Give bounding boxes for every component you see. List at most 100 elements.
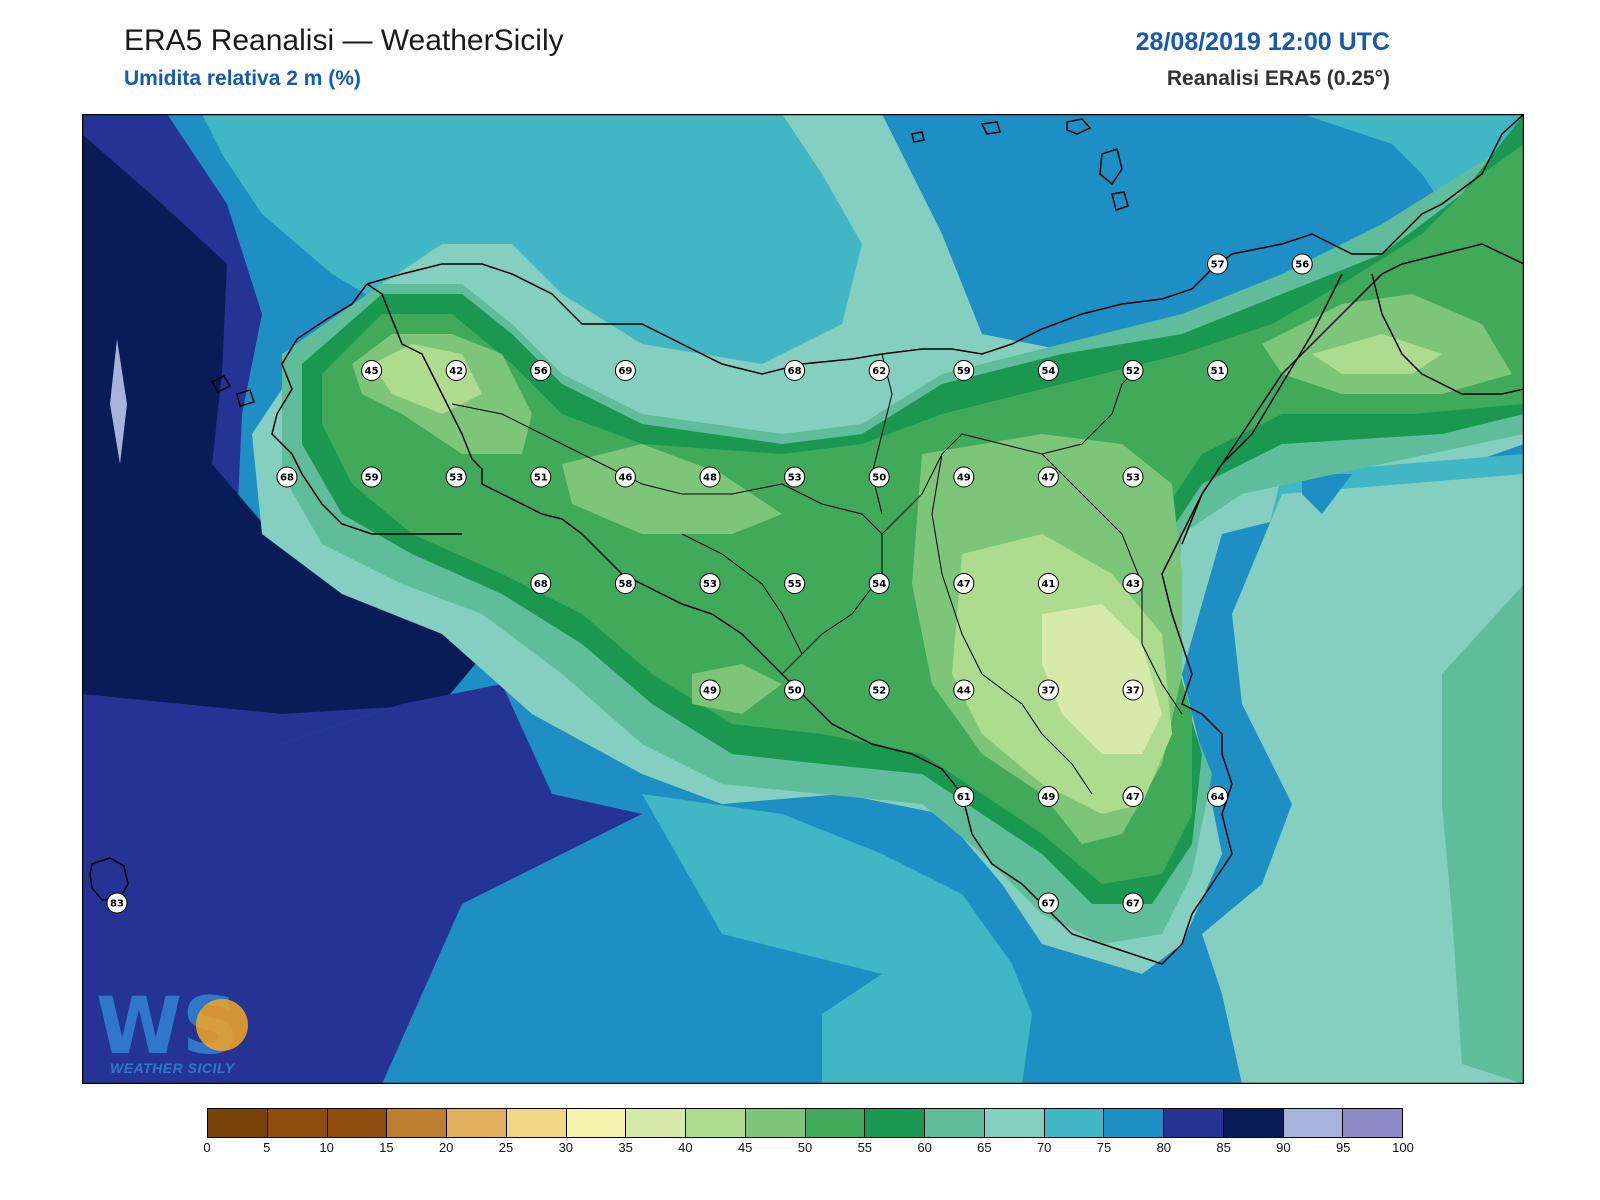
station-value: 37: [1126, 686, 1140, 697]
field-east-sea-70: [1202, 474, 1524, 1084]
station-marker: 83: [106, 892, 128, 914]
colorbar-swatch: [686, 1109, 746, 1137]
colorbar-tick: 40: [678, 1140, 693, 1155]
colorbar-tick: 70: [1036, 1140, 1052, 1155]
colorbar-tick: 0: [203, 1140, 211, 1155]
humidity-colorbar: [207, 1108, 1403, 1138]
station-marker: 52: [1122, 360, 1144, 381]
station-markers: 45 42 56 69 68 62 59 54 52 51 57 56 68 59 53 51 46 48 53 50…: [106, 253, 1313, 914]
field-se-75: [1302, 474, 1352, 514]
colorbar-tick: 20: [438, 1140, 454, 1155]
colorbar-swatch: [1164, 1109, 1224, 1137]
station-value: 47: [957, 579, 971, 590]
station-value: 58: [618, 579, 632, 590]
colorbar-tick: 100: [1392, 1140, 1414, 1155]
station-marker: 52: [868, 679, 890, 701]
station-marker: 57: [1207, 253, 1229, 275]
station-value: 46: [618, 473, 632, 484]
sicily-west-coast: [271, 283, 462, 535]
station-value: 47: [1126, 792, 1140, 803]
station-marker: 53: [699, 573, 721, 594]
station-marker: 41: [1037, 573, 1059, 594]
station-value: 42: [449, 366, 463, 377]
field-southwest-sea: [82, 684, 642, 1084]
station-marker: 54: [1037, 360, 1059, 381]
field-land-45-50-central: [562, 444, 782, 534]
colorbar-tick: 35: [618, 1140, 633, 1155]
station-marker: 53: [445, 466, 467, 488]
station-value: 50: [872, 473, 886, 484]
station-value: 47: [1041, 473, 1055, 484]
colorbar-tick: 95: [1335, 1140, 1351, 1155]
logo-wordmark: WEATHER SICILY: [110, 1060, 235, 1076]
field-diamond-95: [110, 339, 127, 464]
station-value: 55: [788, 579, 802, 590]
colorbar-swatch: [327, 1109, 388, 1137]
colorbar-tick: 60: [917, 1140, 932, 1155]
colorbar-swatch: [984, 1109, 1045, 1137]
station-marker: 37: [1037, 679, 1059, 701]
station-value: 64: [1211, 792, 1225, 803]
station-value: 49: [703, 686, 717, 697]
station-value: 57: [1211, 260, 1225, 271]
station-marker: 68: [276, 466, 298, 488]
colorbar-swatch: [267, 1109, 328, 1137]
station-marker: 50: [868, 466, 890, 488]
station-value: 83: [110, 899, 124, 910]
station-marker: 48: [699, 466, 721, 488]
valid-datetime: 28/08/2019 12:00 UTC: [1135, 28, 1390, 56]
station-marker: 45: [361, 360, 383, 381]
station-value: 41: [1041, 579, 1055, 590]
colorbar-tick: 65: [977, 1140, 992, 1155]
station-value: 68: [280, 473, 294, 484]
station-value: 56: [534, 366, 548, 377]
colorbar-tick: 10: [319, 1140, 334, 1155]
station-marker: 56: [530, 360, 552, 381]
station-marker: 58: [614, 573, 636, 594]
colorbar-tick: 45: [737, 1140, 753, 1155]
colorbar-swatch: [865, 1109, 925, 1137]
station-value: 52: [1126, 366, 1140, 377]
calabria-coast: [1371, 273, 1524, 395]
station-value: 69: [618, 366, 632, 377]
station-value: 59: [365, 473, 379, 484]
station-marker: 68: [784, 360, 806, 381]
colorbar-tick: 90: [1276, 1140, 1291, 1155]
station-marker: 69: [614, 360, 636, 381]
station-marker: 64: [1207, 786, 1229, 807]
field-east-sea-65: [1442, 584, 1524, 1084]
station-value: 67: [1041, 899, 1055, 910]
station-value: 51: [1211, 366, 1225, 377]
station-marker: 67: [1122, 892, 1144, 914]
station-value: 59: [957, 366, 971, 377]
station-value: 68: [534, 579, 548, 590]
map-panel: 45 42 56 69 68 62 59 54 52 51 57 56 68 59 53 51 46 48 53 50…: [82, 114, 1524, 1084]
colorbar-swatch: [566, 1109, 627, 1137]
station-value: 49: [1041, 792, 1055, 803]
weathersicily-logo: WS: [96, 982, 266, 1075]
station-marker: 49: [699, 679, 721, 701]
station-marker: 44: [953, 679, 975, 701]
station-marker: 67: [1037, 892, 1059, 914]
station-value: 62: [872, 366, 886, 377]
station-value: 49: [957, 473, 971, 484]
colorbar-swatch: [208, 1109, 268, 1137]
station-value: 53: [1126, 473, 1140, 484]
station-marker: 43: [1122, 573, 1144, 594]
colorbar-tick: 25: [498, 1140, 514, 1155]
station-value: 44: [957, 686, 971, 697]
colorbar-swatch: [1283, 1109, 1344, 1137]
colorbar-swatch: [1343, 1109, 1402, 1137]
data-source: Reanalisi ERA5 (0.25°): [1166, 67, 1390, 90]
station-marker: 49: [1037, 786, 1059, 807]
station-value: 51: [534, 473, 548, 484]
field-land-35-40: [1042, 604, 1162, 754]
station-value: 53: [788, 473, 802, 484]
station-marker: 54: [868, 573, 890, 594]
station-marker: 59: [361, 466, 383, 488]
colorbar-swatch: [745, 1109, 806, 1137]
station-value: 45: [365, 366, 379, 377]
station-value: 68: [788, 366, 802, 377]
colorbar-tick: 80: [1156, 1140, 1172, 1155]
station-marker: 47: [1122, 786, 1144, 807]
